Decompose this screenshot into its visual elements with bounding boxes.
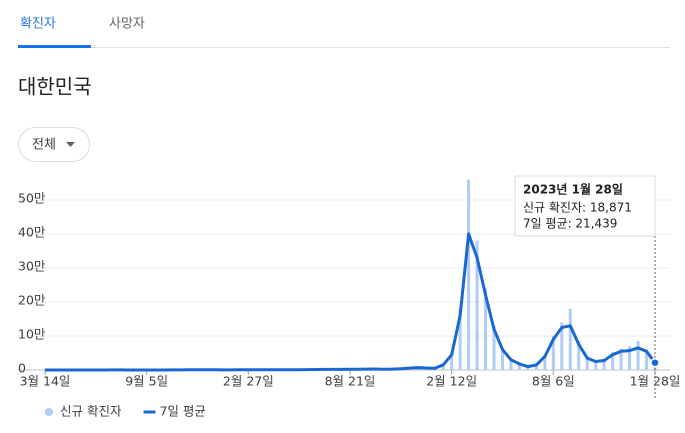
bar <box>628 346 632 370</box>
bar <box>526 366 530 370</box>
bar <box>551 336 555 370</box>
bar <box>517 363 521 370</box>
tab-cases[interactable]: 확진자 <box>20 17 56 32</box>
bar <box>441 364 445 370</box>
bar <box>568 308 572 370</box>
x-tick-label: 2월 12일 <box>426 374 477 389</box>
bar <box>501 347 504 370</box>
bar <box>577 341 581 370</box>
tooltip-line: 7일 평균: 21,439 <box>523 217 617 231</box>
y-tick-label: 20만 <box>18 293 46 308</box>
bar <box>534 364 538 370</box>
x-tick-label: 9월 5일 <box>125 374 168 389</box>
bar <box>645 349 649 370</box>
region-title: 대한민국 <box>18 75 92 99</box>
dropdown-arrow <box>66 142 75 147</box>
bar <box>509 359 513 370</box>
bar <box>484 288 488 370</box>
x-tick-label: 2월 27일 <box>223 374 274 389</box>
legend-label: 7일 평균 <box>159 404 205 419</box>
tab-deaths[interactable]: 사망자 <box>109 17 145 32</box>
bar <box>475 240 479 370</box>
bar <box>611 352 615 370</box>
bar <box>636 341 640 370</box>
tooltip-line: 신규 확진자: 18,871 <box>523 201 632 215</box>
tooltip <box>514 175 656 237</box>
tooltip-title: 2023년 1월 28일 <box>523 182 623 197</box>
y-tick-label: 40만 <box>18 225 46 240</box>
y-tick-label: 30만 <box>18 259 46 274</box>
bar <box>458 308 462 370</box>
bar <box>602 359 606 370</box>
hover-dot <box>650 357 660 368</box>
bar <box>492 325 496 370</box>
tab-indicator <box>18 45 91 48</box>
x-tick-label: 8월 21일 <box>325 374 376 389</box>
bar <box>560 322 564 370</box>
legend-label: 신규 확진자 <box>60 404 122 419</box>
bar <box>585 356 589 370</box>
y-tick-label: 0 <box>18 361 26 376</box>
x-tick-label: 3월 14일 <box>20 374 71 389</box>
bar <box>450 351 454 370</box>
bar <box>594 360 598 370</box>
filter-label[interactable]: 전체 <box>32 138 56 153</box>
line <box>45 232 657 372</box>
bar <box>619 348 623 370</box>
chart: 0 10만 20만 30만 40만 50만 3월 14일 9월 5일 2월 27일 8월 21일 2… <box>18 175 680 419</box>
bar <box>543 354 547 370</box>
bar <box>467 179 471 370</box>
y-tick-label: 10만 <box>18 327 46 342</box>
filter-dropdown[interactable] <box>18 127 90 162</box>
x-tick-label: 8월 6일 <box>532 374 575 389</box>
legend-marker <box>45 408 53 416</box>
y-tick-label: 50만 <box>18 191 46 206</box>
